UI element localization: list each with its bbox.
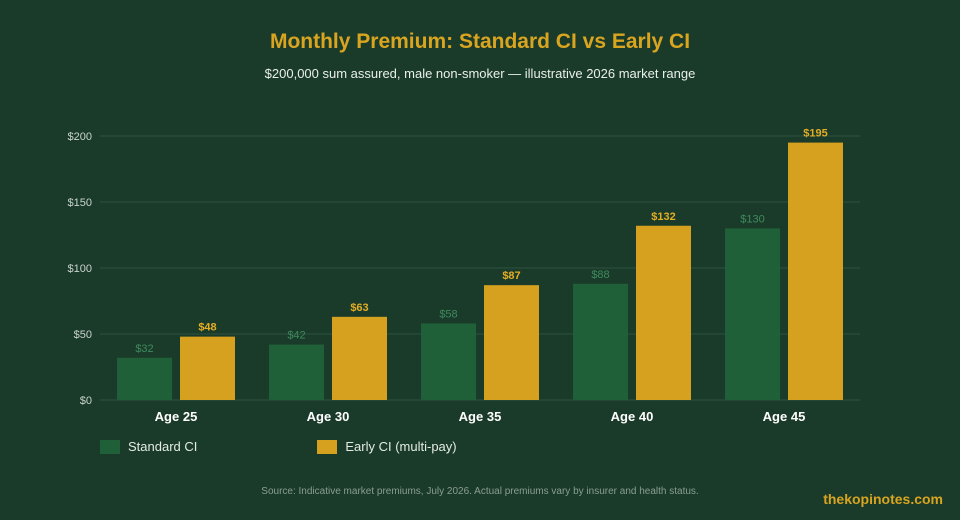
data-label-standard: $42 — [287, 330, 305, 342]
legend: Standard CI Early CI (multi-pay) — [100, 439, 457, 454]
bar-standard — [117, 357, 172, 400]
data-label-early: $48 — [198, 322, 216, 334]
bar-early — [332, 316, 387, 400]
data-label-early: $87 — [502, 270, 520, 282]
bar-standard — [269, 344, 324, 400]
data-label-standard: $32 — [135, 343, 153, 355]
bar-early — [484, 285, 539, 400]
data-label-early: $132 — [651, 211, 675, 223]
bar-standard — [725, 228, 780, 400]
data-label-early: $63 — [350, 302, 368, 314]
x-tick-label: Age 35 — [459, 409, 502, 424]
legend-item-standard: Standard CI — [100, 439, 197, 454]
bar-standard — [421, 323, 476, 400]
legend-item-early: Early CI (multi-pay) — [317, 439, 457, 454]
data-label-early: $195 — [803, 128, 827, 140]
data-label-standard: $58 — [439, 308, 457, 320]
x-tick-label: Age 40 — [611, 409, 654, 424]
legend-swatch-early — [317, 439, 338, 454]
legend-swatch-standard — [100, 439, 120, 454]
y-tick-label: $0 — [80, 395, 92, 407]
x-tick-label: Age 45 — [763, 409, 806, 424]
chart-title: Monthly Premium: Standard CI vs Early CI — [269, 30, 691, 53]
bar-early — [788, 142, 843, 400]
x-tick-label: Age 25 — [155, 409, 198, 424]
y-tick-label: $200 — [68, 131, 92, 143]
data-label-standard: $88 — [591, 269, 609, 281]
legend-label-standard: Standard CI — [128, 439, 198, 454]
x-tick-label: Age 30 — [307, 409, 350, 424]
bar-early — [180, 336, 235, 400]
source-note: Source: Indicative market premiums, July… — [261, 486, 699, 497]
y-tick-label: $150 — [68, 197, 92, 209]
legend-label-early: Early CI (multi-pay) — [345, 439, 457, 454]
brand-watermark: thekopinotes.com — [823, 491, 943, 507]
y-tick-label: $100 — [68, 263, 92, 275]
bar-standard — [573, 283, 628, 400]
chart-subtitle: $200,000 sum assured, male non-smoker — … — [264, 66, 696, 81]
data-label-standard: $130 — [740, 213, 764, 225]
bar-early — [636, 225, 691, 400]
y-tick-label: $50 — [74, 329, 92, 341]
